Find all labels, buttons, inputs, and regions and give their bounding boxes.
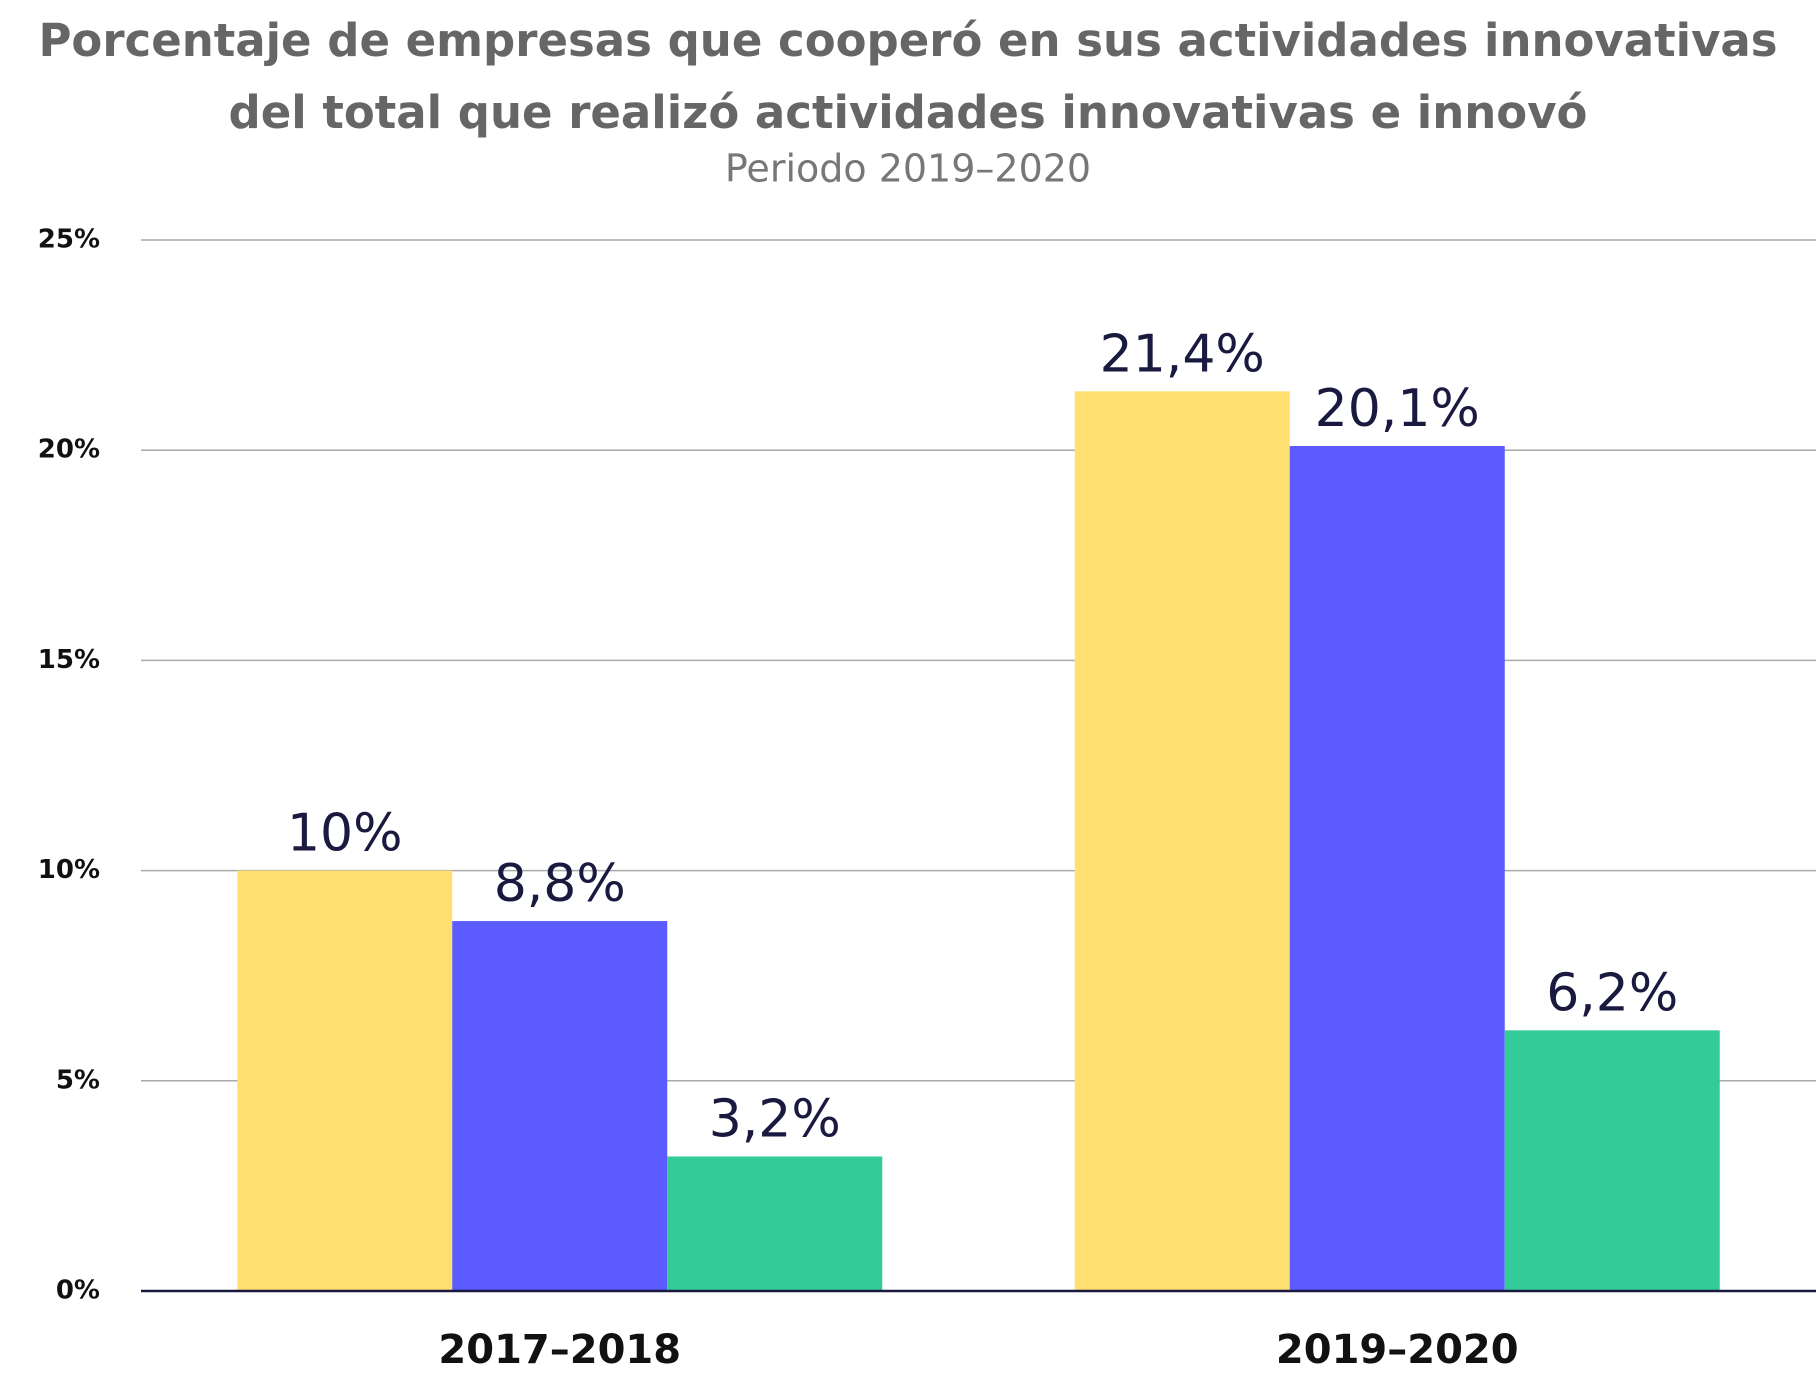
y-tick-label: 20%: [38, 435, 100, 465]
x-tick-label: 2019–2020: [1276, 1327, 1519, 1373]
y-tick-label: 25%: [38, 225, 100, 255]
bar: [1504, 1030, 1720, 1291]
value-label: 20,1%: [1315, 379, 1480, 439]
bar: [1289, 445, 1505, 1292]
value-label: 8,8%: [494, 854, 626, 914]
y-tick-label: 0%: [56, 1276, 100, 1306]
chart-title: Porcentaje de empresas que cooperó en su…: [38, 14, 1777, 67]
y-tick-label: 10%: [38, 855, 100, 885]
value-label: 3,2%: [709, 1089, 841, 1149]
y-tick-label: 15%: [38, 645, 100, 675]
bar: [667, 1156, 883, 1291]
chart-subtitle: Periodo 2019–2020: [725, 147, 1091, 191]
chart-title: del total que realizó actividades innova…: [229, 86, 1588, 139]
bar: [452, 921, 668, 1291]
x-tick-label: 2017–2018: [438, 1327, 681, 1373]
value-label: 21,4%: [1100, 324, 1265, 384]
value-label: 6,2%: [1546, 963, 1678, 1023]
value-label: 10%: [287, 804, 403, 864]
bar: [1074, 391, 1290, 1291]
y-tick-label: 5%: [56, 1065, 100, 1095]
bar: [237, 870, 453, 1291]
